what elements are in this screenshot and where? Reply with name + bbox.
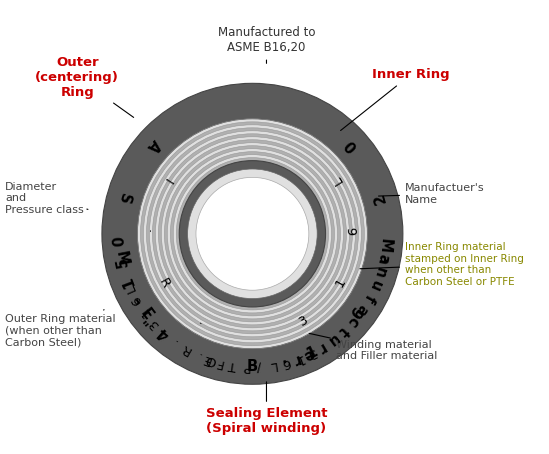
Text: ": ": [141, 310, 158, 325]
Text: a: a: [374, 253, 391, 266]
Text: A: A: [144, 136, 163, 154]
Text: 5: 5: [114, 255, 131, 268]
Text: 6: 6: [347, 227, 360, 236]
Text: t: t: [335, 323, 351, 339]
Text: 3: 3: [304, 345, 317, 361]
Text: 3: 3: [297, 313, 311, 329]
Circle shape: [153, 134, 352, 334]
Text: e: e: [301, 345, 316, 363]
Circle shape: [173, 155, 332, 313]
Text: c: c: [344, 313, 361, 329]
Text: T: T: [228, 358, 238, 372]
Text: .: .: [194, 348, 203, 362]
Circle shape: [102, 84, 403, 384]
Text: P: P: [242, 360, 250, 373]
Text: 2: 2: [372, 191, 389, 205]
Text: .: .: [375, 255, 391, 263]
Text: 0: 0: [342, 136, 360, 154]
Text: Diameter
and
Pressure class: Diameter and Pressure class: [5, 182, 88, 215]
Circle shape: [149, 131, 355, 337]
Text: /: /: [257, 360, 262, 373]
Text: E: E: [138, 306, 155, 323]
Text: Inner Ring: Inner Ring: [340, 69, 449, 130]
Text: 1: 1: [292, 351, 305, 366]
Text: .: .: [145, 229, 158, 233]
Text: 6: 6: [280, 355, 292, 370]
Text: M: M: [113, 250, 131, 267]
Text: 1: 1: [120, 274, 137, 289]
Text: 1: 1: [304, 344, 320, 362]
Text: Manufactured to
ASME B16,20: Manufactured to ASME B16,20: [218, 26, 315, 64]
Circle shape: [188, 169, 317, 299]
Circle shape: [143, 125, 361, 343]
Text: Manufactuer's
Name: Manufactuer's Name: [378, 183, 485, 205]
Text: 4: 4: [155, 324, 172, 341]
Circle shape: [161, 143, 344, 325]
Text: Outer
(centering)
Ring: Outer (centering) Ring: [35, 56, 133, 118]
Circle shape: [170, 152, 334, 316]
Text: -: -: [130, 294, 145, 306]
Text: 3: 3: [146, 315, 161, 330]
Circle shape: [158, 140, 346, 328]
Text: n: n: [371, 266, 388, 280]
Text: B: B: [247, 359, 258, 374]
Text: L: L: [330, 174, 346, 187]
Circle shape: [176, 158, 328, 310]
Text: 1: 1: [137, 305, 153, 319]
Text: .: .: [169, 335, 180, 348]
Text: E: E: [201, 351, 213, 366]
Text: a: a: [352, 302, 370, 318]
Text: u: u: [324, 331, 341, 349]
Text: 6: 6: [349, 306, 367, 323]
Text: F: F: [215, 355, 225, 370]
Text: u: u: [366, 278, 384, 293]
Text: Inner Ring material
stamped on Inner Ring
when other than
Carbon Steel or PTFE: Inner Ring material stamped on Inner Rin…: [360, 242, 524, 287]
Text: L: L: [124, 282, 138, 294]
Text: M: M: [377, 237, 393, 253]
Text: .: .: [278, 355, 287, 371]
Circle shape: [167, 149, 338, 319]
Text: f: f: [361, 292, 377, 305]
Circle shape: [147, 128, 358, 340]
Circle shape: [155, 137, 349, 331]
Circle shape: [141, 122, 365, 346]
Text: R: R: [156, 276, 172, 290]
Text: R: R: [179, 341, 193, 357]
Text: O: O: [204, 352, 219, 368]
Text: I: I: [160, 175, 173, 185]
Text: 1: 1: [333, 276, 349, 290]
Text: 0: 0: [112, 235, 127, 246]
Text: Sealing Element
(Spiral winding): Sealing Element (Spiral winding): [206, 382, 327, 435]
Circle shape: [137, 119, 367, 349]
Text: Outer Ring material
(when other than
Carbon Steel): Outer Ring material (when other than Car…: [5, 310, 116, 347]
Text: .: .: [196, 314, 206, 328]
Circle shape: [164, 146, 340, 322]
Text: Winding material
and Filler material: Winding material and Filler material: [309, 333, 437, 361]
Text: r: r: [290, 351, 301, 368]
Text: 6: 6: [130, 293, 145, 307]
Text: r: r: [314, 340, 328, 356]
Text: L: L: [268, 358, 277, 372]
Circle shape: [180, 161, 326, 307]
Text: S: S: [116, 191, 133, 205]
Circle shape: [196, 178, 309, 290]
Circle shape: [137, 119, 367, 349]
